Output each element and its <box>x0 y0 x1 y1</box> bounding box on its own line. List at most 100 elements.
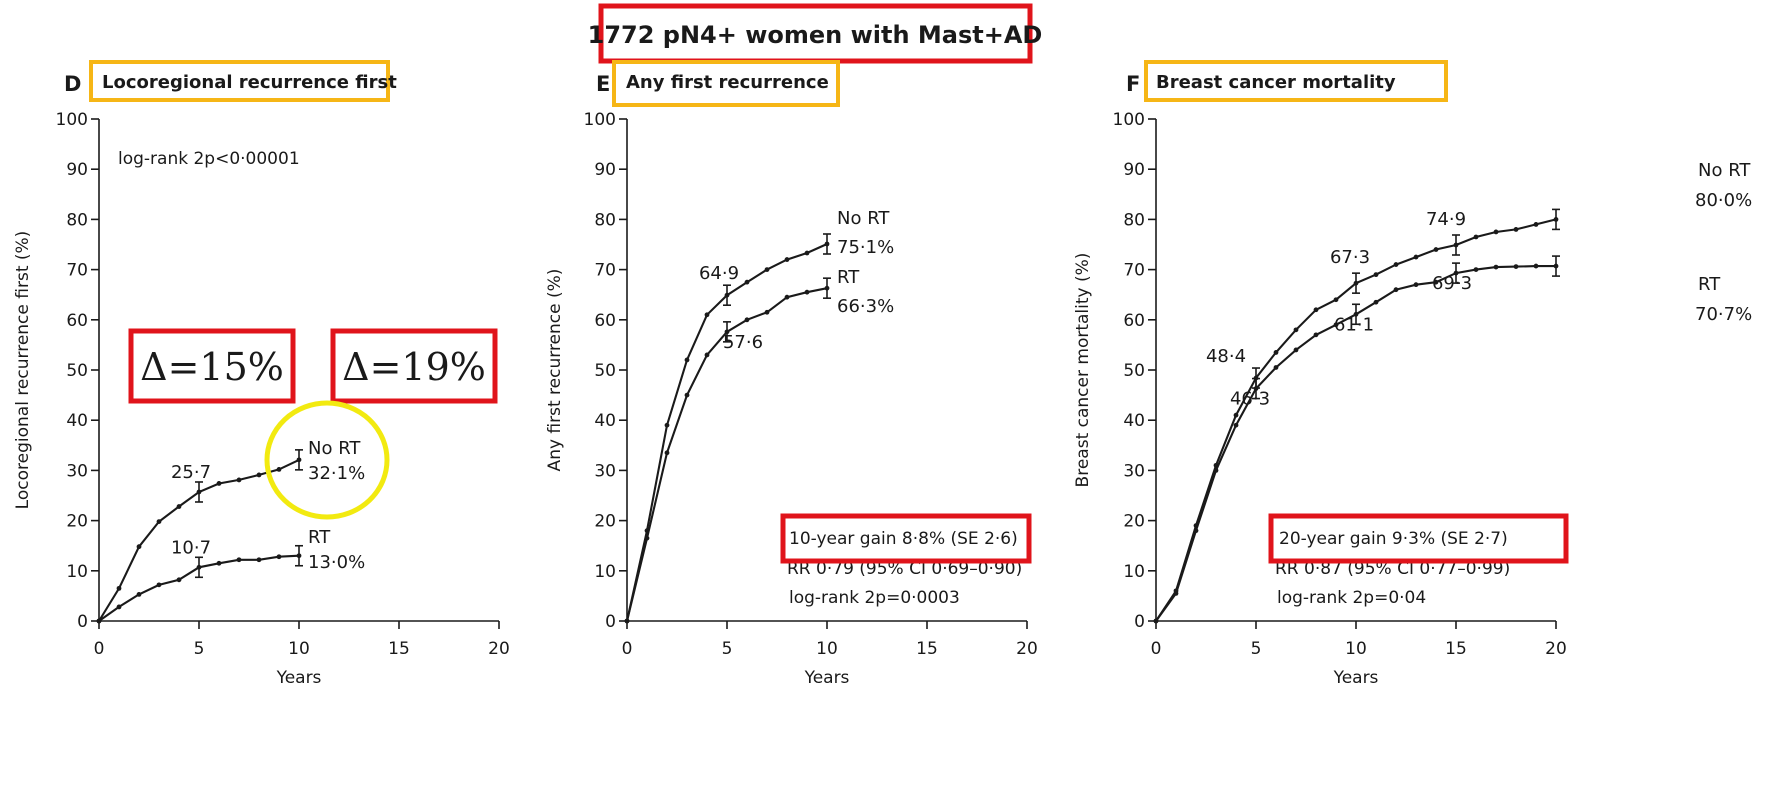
data-point <box>1393 262 1399 267</box>
annotation: log-rank 2p=0·0003 <box>789 588 960 608</box>
x-tick-label: 20 <box>1545 639 1567 659</box>
point-label: 64·9 <box>699 263 739 284</box>
panel-f-gain-box <box>1268 513 1569 564</box>
y-tick-label: 0 <box>1134 612 1145 632</box>
y-tick-label: 0 <box>605 612 616 632</box>
data-point <box>216 481 222 486</box>
data-point <box>764 267 770 272</box>
data-point <box>684 357 690 363</box>
y-tick-label: 80 <box>594 210 616 230</box>
series-name-label: RT <box>308 527 331 548</box>
panel-f-title: Breast cancer mortality <box>1156 72 1396 93</box>
data-point <box>1173 590 1179 596</box>
data-point <box>1413 282 1419 288</box>
data-point <box>1293 327 1299 333</box>
data-point <box>1513 227 1519 232</box>
y-tick-label: 0 <box>77 612 88 632</box>
panel-d: 0 10 20 30 40 50 60 70 80 90 100 0 5 10 15 20 Years Locor… <box>13 110 510 688</box>
data-point <box>1433 279 1439 285</box>
y-tick-label: 20 <box>1123 512 1145 532</box>
series-rt: 10·7 RT 13·0% <box>96 527 365 624</box>
point-label: 74·9 <box>1426 209 1466 230</box>
y-tick-label: 30 <box>66 461 88 481</box>
y-tick-label: 50 <box>1123 361 1145 381</box>
data-point <box>1213 468 1219 473</box>
data-point <box>156 519 162 525</box>
data-point <box>1333 322 1339 328</box>
point-label: 69·3 <box>1432 273 1472 294</box>
panel-e-title: Any first recurrence <box>626 72 829 93</box>
y-tick-label: 90 <box>594 160 616 180</box>
data-point <box>644 535 650 541</box>
y-axis-label: Breast cancer mortality (%) <box>1073 253 1093 488</box>
panel-f-letter: F <box>1126 72 1140 96</box>
y-axis-label: Any first recurrence (%) <box>545 269 565 472</box>
data-point <box>784 257 790 262</box>
data-point <box>176 504 182 509</box>
delta-box-15 <box>128 328 296 404</box>
series-name-label: RT <box>837 267 860 288</box>
data-point <box>136 544 142 550</box>
data-point <box>276 554 282 560</box>
panel-e-letter: E <box>596 72 610 96</box>
x-tick-label: 15 <box>388 639 410 659</box>
point-label: 25·7 <box>171 462 211 483</box>
data-point <box>804 250 810 256</box>
y-tick-label: 30 <box>1123 461 1145 481</box>
panel-d-title: Locoregional recurrence first <box>102 72 397 93</box>
series-end-value: 66·3% <box>837 296 894 317</box>
data-point <box>1373 272 1379 278</box>
y-tick-label: 40 <box>594 411 616 431</box>
data-point <box>1393 287 1399 293</box>
series-no-rt: 64·9 No RT 75·1% <box>624 208 894 624</box>
data-point <box>1273 350 1279 355</box>
data-point <box>1533 263 1539 269</box>
panel-e-gain-box <box>780 513 1032 564</box>
y-tick-label: 70 <box>66 261 88 281</box>
x-tick-label: 20 <box>1016 639 1038 659</box>
delta-box-19 <box>330 328 498 404</box>
annotation: 10-year gain 8·8% (SE 2·6) <box>789 529 1018 549</box>
data-point <box>96 618 102 624</box>
series-end-value: 80·0% <box>1695 190 1752 211</box>
y-tick-label: 90 <box>1123 160 1145 180</box>
series-end-value: 32·1% <box>308 463 365 484</box>
data-point <box>624 618 630 624</box>
highlight-circle-no-rt <box>264 400 390 520</box>
x-tick-label: 5 <box>722 639 733 659</box>
data-point <box>236 477 242 483</box>
x-tick-label: 10 <box>1345 639 1367 659</box>
data-point <box>1493 264 1499 270</box>
panel-f-title-box <box>1144 60 1448 102</box>
data-point <box>116 604 122 610</box>
series-rt: 57·6 RT 66·3% <box>624 267 894 624</box>
annotation: RR 0·79 (95% CI 0·69–0·90) <box>787 559 1022 579</box>
y-tick-label: 50 <box>594 361 616 381</box>
data-point <box>1193 528 1199 534</box>
data-point <box>256 557 262 563</box>
data-point <box>256 472 262 478</box>
point-label: 10·7 <box>171 537 211 558</box>
data-point <box>704 352 710 358</box>
data-point <box>1413 254 1419 260</box>
x-tick-label: 20 <box>488 639 510 659</box>
y-tick-label: 80 <box>66 210 88 230</box>
point-label: 48·4 <box>1206 346 1246 367</box>
x-tick-label: 0 <box>1151 639 1162 659</box>
point-label: 67·3 <box>1330 247 1370 268</box>
x-axis-label: Years <box>804 668 850 688</box>
y-tick-label: 50 <box>66 361 88 381</box>
x-tick-label: 0 <box>622 639 633 659</box>
data-point <box>744 317 750 323</box>
data-point <box>684 392 690 398</box>
point-label: 61·1 <box>1334 314 1374 335</box>
point-label: 46·3 <box>1230 389 1270 410</box>
annotation: log-rank 2p<0·00001 <box>118 149 300 169</box>
panel-e-title-box <box>612 60 840 107</box>
y-tick-label: 20 <box>66 512 88 532</box>
annotation: log-rank 2p=0·04 <box>1277 588 1426 608</box>
x-axis-label: Years <box>1333 668 1379 688</box>
data-point <box>804 289 810 295</box>
data-point <box>1433 247 1439 252</box>
